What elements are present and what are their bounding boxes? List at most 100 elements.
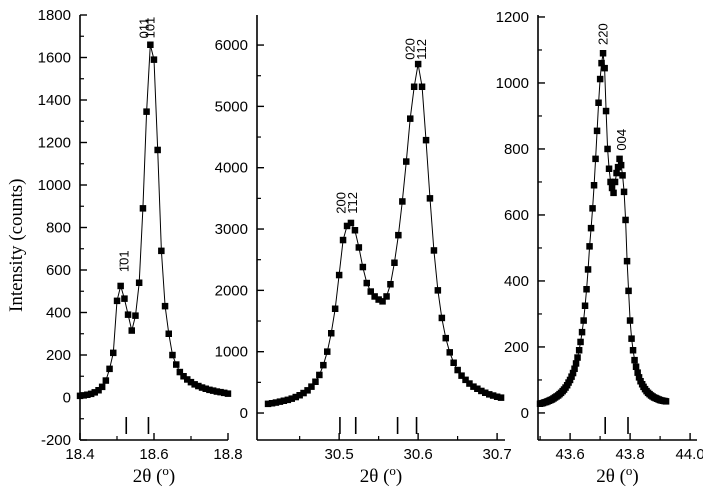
data-point-marker xyxy=(619,172,626,179)
data-point-marker xyxy=(375,296,382,303)
x-ticks: 30.5 30.6 30.7 xyxy=(299,433,512,463)
data-point-marker xyxy=(128,327,135,334)
data-point-marker xyxy=(184,376,191,383)
data-point-marker xyxy=(590,182,598,189)
y-tick-label: 2000 xyxy=(215,282,248,299)
data-point-marker xyxy=(161,302,169,310)
peak-label: 200 xyxy=(334,192,349,214)
data-point-marker xyxy=(379,298,386,305)
x-tick-label: 43.8 xyxy=(615,446,644,463)
data-point-marker xyxy=(593,127,601,135)
data-point-marker xyxy=(466,380,473,387)
data-point-marker xyxy=(446,349,453,356)
x-tick-label: 18.4 xyxy=(65,446,94,463)
data-point-marker xyxy=(617,161,625,169)
data-point-marker xyxy=(132,312,139,319)
data-point-marker xyxy=(414,60,422,68)
data-point-marker xyxy=(604,145,611,153)
data-point-marker xyxy=(632,363,640,370)
data-point-marker xyxy=(626,317,634,324)
y-tick-label: 5000 xyxy=(215,98,248,115)
data-points xyxy=(536,50,670,407)
data-point-marker xyxy=(304,387,311,394)
y-tick-label: 1800 xyxy=(38,7,71,24)
data-point-marker xyxy=(143,108,150,115)
data-point-marker xyxy=(98,383,106,391)
data-point-marker xyxy=(147,41,154,48)
data-point-marker xyxy=(95,387,102,394)
data-point-marker xyxy=(610,189,617,197)
data-point-marker xyxy=(221,389,228,397)
data-point-marker xyxy=(586,243,593,250)
y-tick-label: 1200 xyxy=(496,9,529,26)
data-point-marker xyxy=(110,349,117,357)
peak-label: 112 xyxy=(414,39,429,60)
peak-label: 1̄12 xyxy=(345,192,360,214)
data-point-marker xyxy=(312,378,319,385)
data-point-marker xyxy=(497,394,505,401)
data-point-marker xyxy=(308,383,315,390)
data-point-marker xyxy=(198,384,206,391)
y-tick-label: 1000 xyxy=(215,344,248,361)
x-tick-label: 30.7 xyxy=(483,446,512,463)
data-point-marker xyxy=(102,377,110,384)
data-point-marker xyxy=(180,373,187,380)
data-point-marker xyxy=(217,388,224,396)
data-point-marker xyxy=(662,398,670,405)
data-point-marker xyxy=(399,198,406,205)
data-point-marker xyxy=(426,195,434,202)
data-point-marker xyxy=(80,392,87,399)
peak-label: 220 xyxy=(596,23,611,45)
y-ticks: 1200 1000 800 600 400 200 0 xyxy=(496,9,545,422)
data-point-marker xyxy=(121,295,128,302)
data-point-marker xyxy=(478,387,485,395)
y-tick-label: 800 xyxy=(504,141,529,158)
y-tick-label: 1000 xyxy=(496,75,529,92)
data-point-marker xyxy=(367,288,374,295)
data-point-marker xyxy=(634,369,641,376)
data-point-marker xyxy=(320,361,327,369)
data-point-marker xyxy=(458,372,465,379)
y-tick-label: 3000 xyxy=(215,221,248,238)
data-point-marker xyxy=(106,365,113,373)
y-tick-label: 1600 xyxy=(38,50,71,67)
data-point-marker xyxy=(191,381,198,388)
panel-middle: 6000 5000 4000 3000 2000 1000 0 30.5 30.6 30.7 200… xyxy=(215,15,512,487)
data-point-marker xyxy=(607,178,614,186)
data-point-marker xyxy=(347,219,355,227)
data-point-marker xyxy=(601,64,608,72)
y-tick-label: 1200 xyxy=(38,135,71,152)
data-point-marker xyxy=(602,107,610,115)
data-point-marker xyxy=(288,395,295,402)
data-point-marker xyxy=(454,366,461,374)
y-tick-label: 600 xyxy=(504,207,529,224)
data-point-marker xyxy=(587,224,595,232)
data-point-marker xyxy=(470,383,477,390)
data-point-marker xyxy=(209,387,217,394)
data-point-marker xyxy=(486,391,493,398)
data-point-marker xyxy=(76,392,84,400)
data-point-marker xyxy=(165,330,172,337)
data-point-marker xyxy=(566,376,574,384)
data-point-marker xyxy=(580,317,587,324)
data-point-marker xyxy=(605,165,613,172)
data-point-marker xyxy=(150,56,158,63)
data-point-marker xyxy=(383,293,390,300)
data-point-marker xyxy=(434,287,442,294)
peak-label: 101 xyxy=(143,17,158,39)
data-point-marker xyxy=(422,136,430,144)
data-point-marker xyxy=(395,231,402,239)
data-line xyxy=(268,64,502,405)
data-line xyxy=(540,53,667,405)
data-points xyxy=(264,60,505,408)
data-point-marker xyxy=(450,359,457,366)
data-point-marker xyxy=(611,178,619,186)
x-tick-label: 44.0 xyxy=(675,446,703,463)
data-point-marker xyxy=(187,378,195,386)
reference-ticks xyxy=(604,417,629,434)
x-tick-label: 18.6 xyxy=(139,446,168,463)
data-point-marker xyxy=(335,271,343,279)
data-point-marker xyxy=(625,287,632,295)
